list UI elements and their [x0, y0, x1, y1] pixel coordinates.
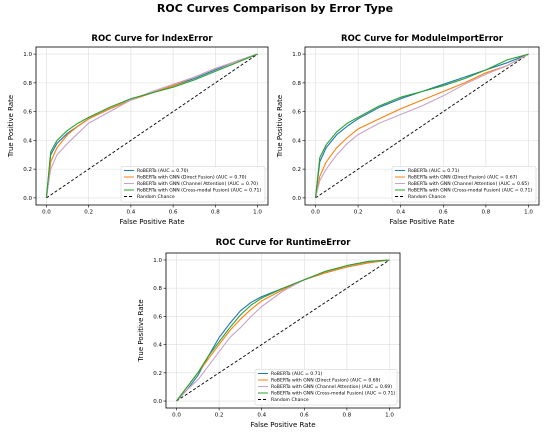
roc-panel-runtime-error: ROC Curve for RuntimeError 0.0 0.2 0.4 0.6 0.… — [137, 238, 401, 429]
roc-panel-index-error: ROC Curve for IndexError 0.0 0.2 0.4 0.6 0.8 1… — [7, 34, 269, 226]
legend-entry: RoBERTa with GNN (Channel Attention) (AU… — [408, 181, 529, 187]
y-tick-label: 0.2 — [153, 371, 162, 377]
roc-panel-module-import-error: ROC Curve for ModuleImportError 0.0 0.2 0.4… — [276, 34, 540, 226]
series-line-cross-modal — [176, 259, 390, 402]
random-chance-line — [176, 259, 390, 402]
panel-title: ROC Curve for RuntimeError — [216, 238, 352, 248]
y-axis-label: True Positive Rate — [137, 299, 145, 362]
y-tick-label: 0.6 — [23, 110, 32, 116]
y-tick-label: 1.0 — [292, 52, 301, 58]
legend-entry: RoBERTa with GNN (Channel Attention) (AU… — [271, 384, 392, 390]
legend-entry: RoBERTa with GNN (Cross-modal Fusion) (A… — [137, 188, 261, 194]
legend-entry: RoBERTa (AUC = 0.71) — [271, 371, 323, 377]
series-line-channel-attention — [45, 53, 258, 198]
x-tick-label: 0.6 — [439, 210, 448, 216]
y-tick-label: 0.8 — [292, 81, 301, 87]
plot-frame — [304, 46, 540, 206]
y-tick-label: 0.4 — [292, 138, 301, 144]
x-tick-label: 0.0 — [42, 210, 51, 216]
x-tick-label: 0.8 — [211, 210, 220, 216]
x-tick-label: 0.0 — [172, 413, 181, 419]
x-tick-label: 0.4 — [257, 413, 266, 419]
y-tick-label: 0.0 — [23, 196, 32, 202]
random-chance-line — [315, 53, 529, 199]
x-tick-label: 0.0 — [311, 210, 320, 216]
y-tick-label: 0.4 — [23, 138, 32, 144]
legend-entry: RoBERTa with GNN (Direct Fusion) (AUC = … — [137, 175, 247, 181]
x-tick-label: 1.0 — [253, 210, 262, 216]
legend-entry: RoBERTa with GNN (Direct Fusion) (AUC = … — [408, 175, 518, 181]
x-tick-label: 0.6 — [169, 210, 178, 216]
x-tick-label: 1.0 — [524, 210, 533, 216]
figure-title: ROC Curves Comparison by Error Type — [156, 2, 394, 15]
y-tick-label: 0.0 — [153, 399, 162, 405]
y-tick-label: 0.6 — [153, 314, 162, 320]
panel-title: ROC Curve for IndexError — [91, 34, 213, 44]
legend-entry: RoBERTa with GNN (Channel Attention) (AU… — [137, 181, 258, 187]
legend-box — [120, 166, 266, 203]
y-tick-label: 0.0 — [292, 196, 301, 202]
plot-frame — [35, 46, 269, 206]
x-tick-label: 0.8 — [482, 210, 491, 216]
y-tick-label: 0.6 — [292, 110, 301, 116]
legend-entry: RoBERTa with GNN (Cross-modal Fusion) (A… — [408, 188, 532, 194]
x-tick-label: 0.4 — [396, 210, 405, 216]
y-axis-label: True Positive Rate — [276, 95, 284, 158]
y-tick-label: 1.0 — [23, 52, 32, 58]
x-tick-label: 0.2 — [354, 210, 363, 216]
x-axis-label: False Positive Rate — [389, 218, 454, 226]
panel-title: ROC Curve for ModuleImportError — [341, 34, 504, 44]
series-line-direct-fusion — [314, 53, 529, 199]
x-tick-label: 0.2 — [215, 413, 224, 419]
legend-entry: Random Chance — [408, 194, 446, 200]
legend-entry: Random Chance — [271, 397, 309, 403]
legend-entry: RoBERTa (AUC = 0.70) — [137, 168, 189, 174]
x-tick-label: 0.6 — [300, 413, 309, 419]
x-tick-label: 0.4 — [127, 210, 136, 216]
legend-box — [254, 369, 398, 406]
y-tick-label: 0.8 — [23, 81, 32, 87]
x-axis-label: False Positive Rate — [119, 218, 184, 226]
x-tick-label: 0.2 — [84, 210, 93, 216]
series-line-channel-attention — [314, 53, 529, 199]
y-tick-label: 0.8 — [153, 286, 162, 292]
y-tick-label: 1.0 — [153, 258, 162, 264]
y-axis-label: True Positive Rate — [7, 95, 15, 158]
legend-entry: Random Chance — [137, 194, 175, 200]
series-line-cross-modal — [314, 53, 529, 198]
y-tick-label: 0.4 — [153, 343, 162, 349]
x-axis-label: False Positive Rate — [250, 421, 315, 429]
series-line-cross-modal — [45, 53, 258, 198]
legend-entry: RoBERTa (AUC = 0.71) — [408, 168, 460, 174]
y-tick-label: 0.2 — [23, 167, 32, 173]
x-tick-label: 1.0 — [385, 413, 394, 419]
legend-entry: RoBERTa with GNN (Cross-modal Fusion) (A… — [271, 391, 395, 397]
x-tick-label: 0.8 — [343, 413, 352, 419]
plot-frame — [165, 252, 401, 409]
legend-box — [391, 166, 537, 203]
random-chance-line — [46, 53, 258, 199]
y-tick-label: 0.2 — [292, 167, 301, 173]
legend-entry: RoBERTa with GNN (Direct Fusion) (AUC = … — [271, 378, 381, 384]
